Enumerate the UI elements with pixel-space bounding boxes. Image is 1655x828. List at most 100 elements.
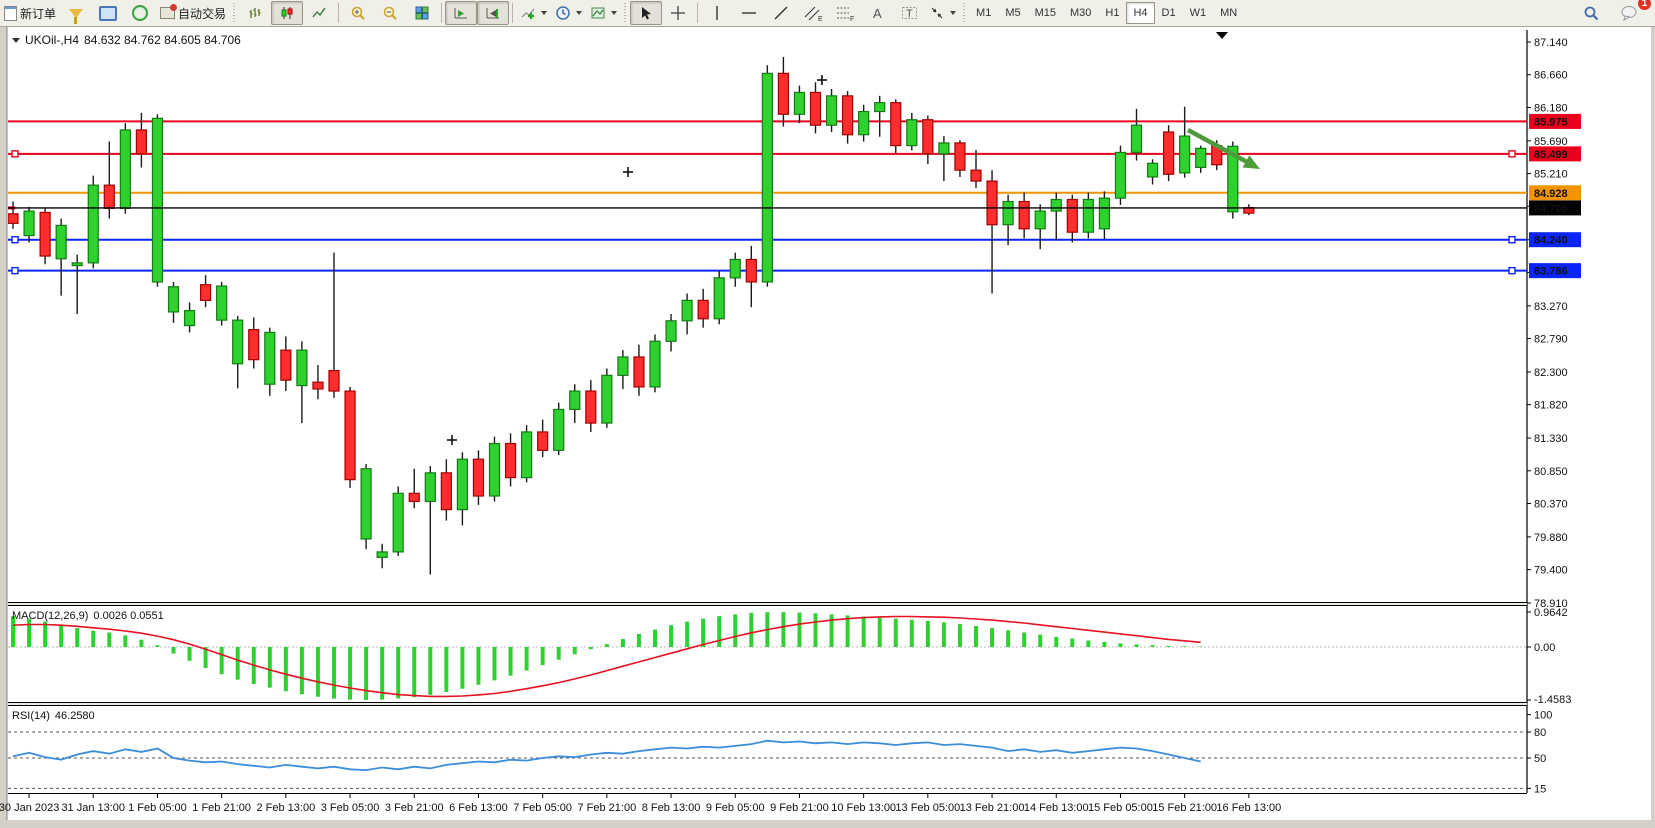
- svg-text:80.370: 80.370: [1534, 499, 1568, 511]
- sonar-icon: [132, 5, 149, 21]
- svg-text:13 Feb 21:00: 13 Feb 21:00: [960, 802, 1025, 814]
- chart-window[interactable]: 87.14086.66086.18085.69085.21084.73084.2…: [0, 27, 1655, 828]
- svg-text:100: 100: [1534, 710, 1552, 722]
- timeframe-m30[interactable]: M30: [1070, 7, 1092, 19]
- svg-text:15: 15: [1534, 783, 1546, 795]
- text-label-icon: T: [901, 7, 917, 20]
- macd-title: MACD(12,26,9): [12, 610, 89, 622]
- auto-scroll-icon: [454, 8, 468, 19]
- zoom-out-icon: [383, 6, 397, 20]
- horizontal-line-icon: [742, 12, 757, 14]
- chevron-down-icon: [950, 11, 957, 15]
- timeframe-mn[interactable]: MN: [1220, 7, 1238, 19]
- chart-canvas[interactable]: 87.14086.66086.18085.69085.21084.73084.2…: [0, 27, 1655, 828]
- svg-text:T: T: [906, 8, 913, 20]
- svg-text:7 Feb 05:00: 7 Feb 05:00: [513, 802, 572, 814]
- vertical-line-icon: [716, 6, 718, 20]
- rsi-title: RSI(14): [12, 710, 50, 722]
- timeframe-h1[interactable]: H1: [1105, 7, 1120, 19]
- arrows-tool-button[interactable]: [925, 1, 960, 25]
- svg-text:78.910: 78.910: [1534, 598, 1568, 610]
- horizontal-line-tool-button[interactable]: [733, 1, 765, 25]
- bar-chart-button[interactable]: [239, 1, 271, 25]
- chevron-down-icon: [611, 11, 618, 15]
- clock-icon: [556, 6, 570, 20]
- svg-text:84.240: 84.240: [1534, 235, 1568, 247]
- line-chart-icon: [312, 7, 326, 18]
- svg-text:80.850: 80.850: [1534, 466, 1568, 478]
- cursor-tool-button[interactable]: [630, 1, 663, 25]
- trendline-tool-button[interactable]: [765, 1, 797, 25]
- indicators-button[interactable]: [516, 1, 551, 25]
- auto-trading-button[interactable]: 自动交易: [156, 1, 230, 25]
- auto-trading-icon: [160, 4, 178, 19]
- svg-text:82.790: 82.790: [1534, 334, 1568, 346]
- periods-button[interactable]: [551, 1, 586, 25]
- toolbar: 新订单 自动交易: [0, 0, 1655, 27]
- svg-text:9 Feb 21:00: 9 Feb 21:00: [770, 802, 829, 814]
- svg-text:85.210: 85.210: [1534, 169, 1568, 181]
- zoom-out-button[interactable]: [374, 1, 406, 25]
- indicators-icon: [521, 8, 535, 19]
- chart-ohlc-values: 84.632 84.762 84.605 84.706: [84, 33, 241, 47]
- svg-text:3 Feb 05:00: 3 Feb 05:00: [321, 802, 380, 814]
- notifications-button[interactable]: 1: [1613, 0, 1651, 25]
- new-order-label: 新订单: [20, 6, 57, 21]
- svg-text:85.975: 85.975: [1534, 116, 1568, 128]
- timeframe-d1[interactable]: D1: [1161, 7, 1176, 19]
- timeframe-m1[interactable]: M1: [976, 7, 992, 19]
- timeframe-bar: M1 M5 M15 M30 H1 H4 D1 W1 MN: [969, 2, 1244, 24]
- market-watch-button[interactable]: [92, 1, 124, 25]
- text-tool-button[interactable]: A: [861, 1, 893, 25]
- svg-text:-1.4583: -1.4583: [1534, 694, 1571, 706]
- svg-text:0.00: 0.00: [1534, 642, 1555, 654]
- crosshair-icon: [671, 6, 686, 20]
- new-order-button[interactable]: 新订单: [0, 1, 60, 25]
- chart-shift-icon: [486, 8, 500, 19]
- auto-trading-label: 自动交易: [178, 6, 227, 21]
- search-icon: [1584, 6, 1598, 20]
- svg-text:81.820: 81.820: [1534, 400, 1568, 412]
- svg-text:84.928: 84.928: [1534, 188, 1568, 200]
- fibonacci-tool-button[interactable]: F: [829, 1, 861, 25]
- svg-text:14 Feb 13:00: 14 Feb 13:00: [1024, 802, 1089, 814]
- candlestick-chart-button[interactable]: [271, 1, 304, 25]
- cursor-icon: [641, 6, 651, 19]
- new-order-icon: [4, 5, 17, 21]
- toolbar-handle[interactable]: [623, 3, 629, 23]
- svg-text:15 Feb 21:00: 15 Feb 21:00: [1152, 802, 1217, 814]
- chat-bubble-icon: [1621, 6, 1637, 21]
- chevron-down-icon: [576, 11, 583, 15]
- chart-symbol-period: UKOil-,H4: [25, 33, 80, 47]
- signal-button[interactable]: [124, 1, 156, 25]
- chart-shift-button[interactable]: [477, 1, 510, 25]
- timeframe-m5[interactable]: M5: [1005, 7, 1021, 19]
- timeframe-h4[interactable]: H4: [1126, 2, 1155, 24]
- zoom-in-button[interactable]: [342, 1, 374, 25]
- timeframe-w1[interactable]: W1: [1189, 7, 1207, 19]
- text-label-tool-button[interactable]: T: [893, 1, 925, 25]
- chart-menu-icon[interactable]: [12, 37, 20, 43]
- svg-text:0.9642: 0.9642: [1534, 607, 1568, 619]
- svg-text:85.690: 85.690: [1534, 136, 1568, 148]
- zoom-in-icon: [351, 6, 365, 20]
- template-icon: [591, 7, 605, 19]
- auto-scroll-button[interactable]: [445, 1, 478, 25]
- funnel-button[interactable]: [60, 1, 92, 25]
- chart-header[interactable]: UKOil-,H4 84.632 84.762 84.605 84.706: [12, 33, 241, 47]
- svg-text:80: 80: [1534, 727, 1546, 739]
- equidistant-channel-tool-button[interactable]: E: [797, 1, 829, 25]
- templates-button[interactable]: [586, 1, 621, 25]
- tile-windows-button[interactable]: [406, 1, 438, 25]
- toolbar-handle[interactable]: [232, 3, 238, 23]
- timeframe-m15[interactable]: M15: [1034, 7, 1056, 19]
- line-chart-button[interactable]: [303, 1, 335, 25]
- toolbar-handle[interactable]: [962, 3, 968, 23]
- vertical-line-tool-button[interactable]: [701, 1, 733, 25]
- crosshair-tool-button[interactable]: [662, 1, 694, 25]
- bar-chart-icon: [249, 8, 261, 18]
- svg-text:16 Feb 13:00: 16 Feb 13:00: [1216, 802, 1281, 814]
- monitor-icon: [99, 5, 118, 21]
- tile-windows-icon: [415, 6, 429, 20]
- search-button[interactable]: [1575, 1, 1607, 25]
